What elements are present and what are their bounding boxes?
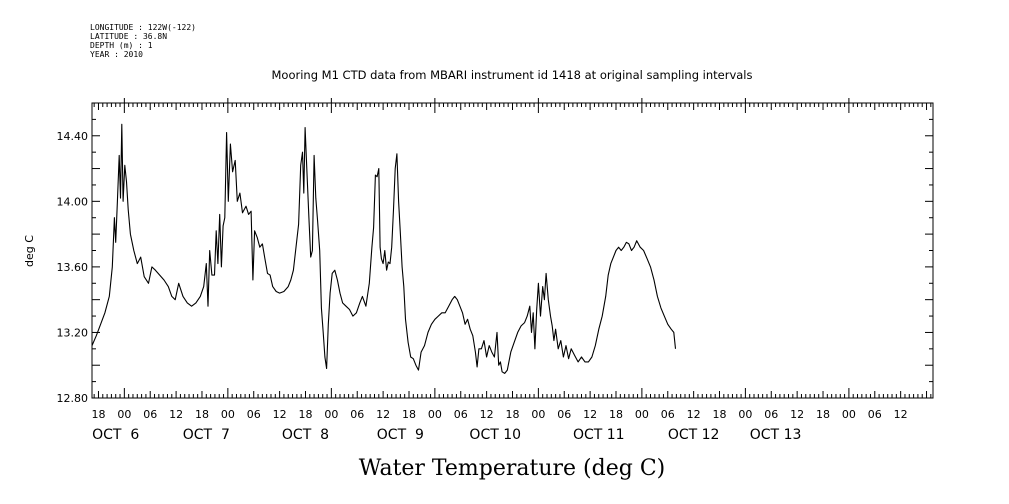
meta-longitude: LONGITUDE : 122W(-122): [90, 23, 196, 32]
x-day-label: OCT 8: [282, 427, 329, 443]
x-tick-label: 06: [143, 408, 157, 421]
x-axis-title: Water Temperature (deg C): [359, 456, 666, 481]
x-tick-label: 12: [583, 408, 597, 421]
x-day-label: OCT 11: [573, 427, 625, 443]
x-day-label: OCT 13: [750, 427, 802, 443]
x-tick-label: 12: [687, 408, 701, 421]
x-tick-label: 12: [376, 408, 390, 421]
y-tick-label: 12.80: [57, 392, 89, 405]
x-axis: 18 00 06 12 18 00 06 12 18 00 06 12 18 00 06 12 18 00 06 12…: [91, 98, 932, 421]
x-tick-label: 12: [790, 408, 804, 421]
x-tick-label: 18: [298, 408, 312, 421]
x-day-label: OCT 7: [183, 427, 230, 443]
x-tick-label: 00: [117, 408, 131, 421]
x-day-label: OCT 6: [92, 427, 139, 443]
x-tick-label: 00: [531, 408, 545, 421]
meta-year: YEAR : 2010: [90, 50, 143, 59]
x-tick-label: 18: [609, 408, 623, 421]
x-tick-label: 00: [428, 408, 442, 421]
x-tick-label: 12: [894, 408, 908, 421]
meta-depth: DEPTH (m) : 1: [90, 41, 153, 50]
x-tick-label: 06: [350, 408, 364, 421]
x-tick-label: 12: [169, 408, 183, 421]
x-tick-label: 18: [402, 408, 416, 421]
x-tick-label: 06: [557, 408, 571, 421]
x-tick-label: 18: [195, 408, 209, 421]
x-tick-label: 06: [454, 408, 468, 421]
x-tick-label: 12: [273, 408, 287, 421]
x-day-labels: OCT 6 OCT 7 OCT 8 OCT 9 OCT 10 OCT 11 OCT 12 OC…: [92, 427, 801, 443]
x-tick-label: 00: [738, 408, 752, 421]
x-day-label: OCT 10: [469, 427, 521, 443]
y-tick-label: 14.40: [57, 130, 89, 143]
x-tick-label: 00: [324, 408, 338, 421]
x-tick-label: 18: [816, 408, 830, 421]
y-tick-label: 13.60: [57, 261, 89, 274]
x-tick-label: 06: [661, 408, 675, 421]
x-tick-label: 06: [247, 408, 261, 421]
x-tick-label: 00: [635, 408, 649, 421]
x-tick-label: 06: [764, 408, 778, 421]
y-axis-label: deg C: [23, 235, 36, 267]
y-tick-label: 14.00: [57, 195, 89, 208]
x-tick-label: 00: [221, 408, 235, 421]
x-day-label: OCT 9: [377, 427, 424, 443]
x-tick-label: 06: [868, 408, 882, 421]
x-tick-label: 18: [91, 408, 105, 421]
series-line: [91, 123, 677, 374]
x-tick-label: 18: [713, 408, 727, 421]
y-axis: 12.80 13.20 13.60 14.00 14.40: [57, 102, 933, 405]
x-tick-label: 12: [480, 408, 494, 421]
x-tick-label: 00: [842, 408, 856, 421]
meta-latitude: LATITUDE : 36.8N: [90, 32, 167, 41]
y-tick-label: 13.20: [57, 326, 89, 339]
chart-title: Mooring M1 CTD data from MBARI instrumen…: [272, 68, 753, 82]
x-day-label: OCT 12: [668, 427, 720, 443]
x-tick-label: 18: [506, 408, 520, 421]
